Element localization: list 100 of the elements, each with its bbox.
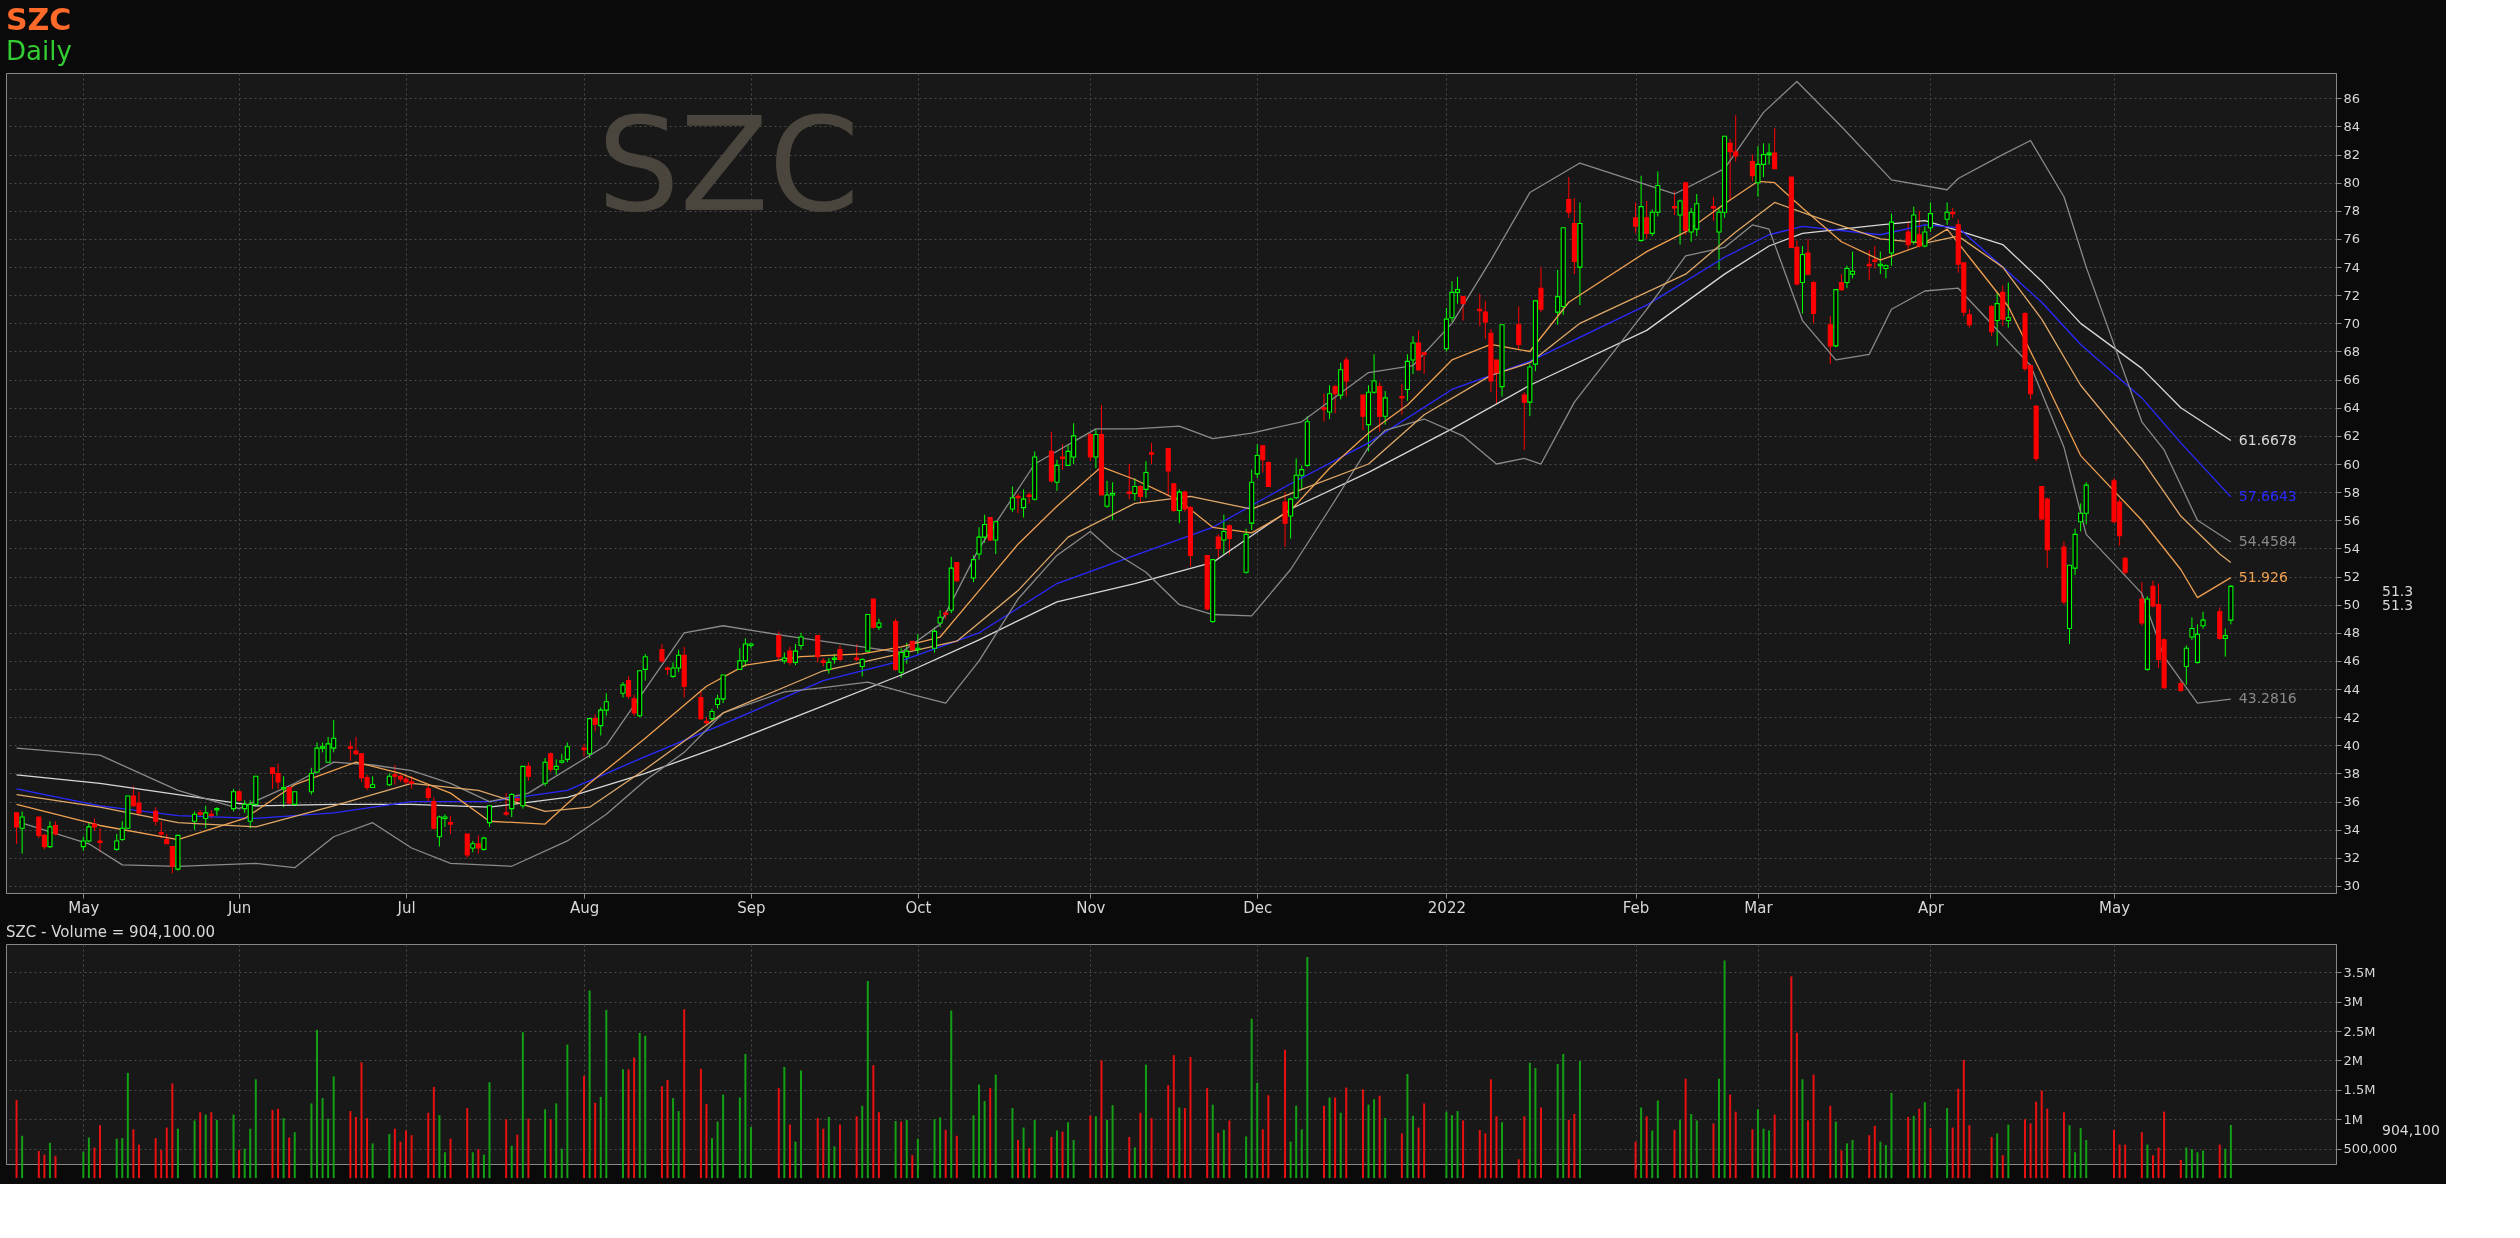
candlestick — [2122, 556, 2128, 576]
bar — [955, 1135, 958, 1179]
candlestick — [1360, 394, 1366, 431]
candlestick — [1927, 201, 1933, 233]
candlestick — [1516, 305, 1522, 351]
bar — [154, 1138, 157, 1179]
x-tick-label: Nov — [1076, 898, 1106, 917]
bar — [1656, 1100, 1659, 1179]
candlestick — [1994, 291, 2000, 347]
bar — [115, 1138, 118, 1179]
candlestick — [1087, 432, 1093, 462]
bar — [683, 1009, 686, 1179]
candlestick — [1176, 488, 1182, 524]
candlestick — [626, 675, 632, 700]
bar — [627, 1069, 630, 1179]
x-tick-label: Aug — [569, 898, 600, 917]
bar — [1450, 1115, 1453, 1179]
bar — [232, 1114, 235, 1179]
bar — [137, 1144, 140, 1179]
y-tick-label: 3M — [2343, 994, 2363, 1010]
bar — [2068, 1125, 2071, 1179]
bar — [1345, 1087, 1348, 1179]
y-tick-label: 34 — [2343, 822, 2361, 838]
candlestick — [1410, 335, 1416, 375]
bar — [1323, 1105, 1325, 1179]
bar — [1567, 1119, 1570, 1179]
bar — [1673, 1129, 1676, 1179]
bar — [121, 1138, 124, 1179]
candlestick — [1265, 460, 1271, 488]
bar — [1723, 960, 1726, 1179]
y-tick-label: 3.5M — [2343, 964, 2376, 980]
bar — [744, 1054, 747, 1179]
candlestick — [1132, 477, 1138, 502]
bar — [2146, 1144, 2149, 1179]
bar — [1912, 1115, 1915, 1179]
bar — [1334, 1097, 1337, 1179]
data-label: 43.2816 — [2238, 690, 2297, 707]
bar — [1840, 1150, 1843, 1179]
bar — [677, 1111, 680, 1179]
candlestick — [47, 820, 53, 849]
y-tick-label: 44 — [2343, 681, 2361, 697]
bar — [2079, 1128, 2082, 1179]
bar — [488, 1082, 491, 1179]
bar — [1289, 1141, 1292, 1179]
candlestick — [1260, 445, 1266, 473]
bar — [1712, 1123, 1715, 1179]
bar — [699, 1068, 702, 1179]
candlestick — [1215, 533, 1221, 559]
candlestick — [2222, 628, 2228, 658]
bar — [555, 1103, 558, 1179]
y-tick-label: 62 — [2343, 428, 2361, 444]
bar — [1100, 1060, 1103, 1179]
bar — [204, 1114, 207, 1179]
bar — [1790, 976, 1793, 1179]
bar — [1017, 1139, 1019, 1179]
bar — [1556, 1064, 1559, 1179]
bar — [944, 1129, 947, 1179]
bar — [193, 1120, 196, 1179]
bar — [749, 1126, 752, 1179]
candlestick — [937, 609, 943, 628]
y-tick-label: 74 — [2343, 259, 2361, 275]
bar — [1150, 1118, 1153, 1179]
bar — [588, 990, 591, 1179]
bar — [1284, 1049, 1287, 1179]
bar — [866, 981, 869, 1179]
bar — [443, 1152, 446, 1179]
bar — [1879, 1141, 1882, 1179]
bar — [783, 1066, 786, 1179]
y-tick-label: 500,000 — [2343, 1141, 2398, 1157]
bar — [1684, 1078, 1687, 1179]
bar — [1523, 1116, 1526, 1179]
bar — [1734, 1111, 1737, 1179]
bar — [1378, 1095, 1381, 1179]
chart-title: SZC - Volume = 904,100.00 — [6, 923, 215, 941]
bar — [660, 1086, 663, 1179]
x-tick-label: 2022 — [1427, 898, 1466, 917]
text: 51.3 — [2382, 583, 2414, 600]
bar — [605, 1009, 608, 1179]
bar — [37, 1151, 40, 1179]
bar — [505, 1119, 508, 1179]
candlestick — [1966, 308, 1972, 329]
bar — [861, 1105, 864, 1179]
bar — [371, 1143, 374, 1179]
candlestick — [1644, 200, 1650, 240]
candlestick — [1282, 491, 1288, 548]
y-tick-label: 86 — [2343, 90, 2361, 106]
bar — [994, 1074, 997, 1179]
bar — [1768, 1130, 1771, 1179]
bar — [877, 1112, 880, 1179]
candlestick — [1254, 443, 1260, 479]
bar — [1801, 1079, 1804, 1179]
bar — [449, 1138, 452, 1179]
candlestick — [1710, 196, 1716, 222]
bar — [1729, 1094, 1732, 1179]
candlestick — [1671, 190, 1678, 216]
y-tick-label: 68 — [2343, 343, 2361, 359]
bar — [427, 1112, 430, 1179]
bar — [722, 1094, 725, 1179]
x-tick-label: Sep — [737, 898, 766, 917]
bar — [1245, 1136, 1248, 1179]
